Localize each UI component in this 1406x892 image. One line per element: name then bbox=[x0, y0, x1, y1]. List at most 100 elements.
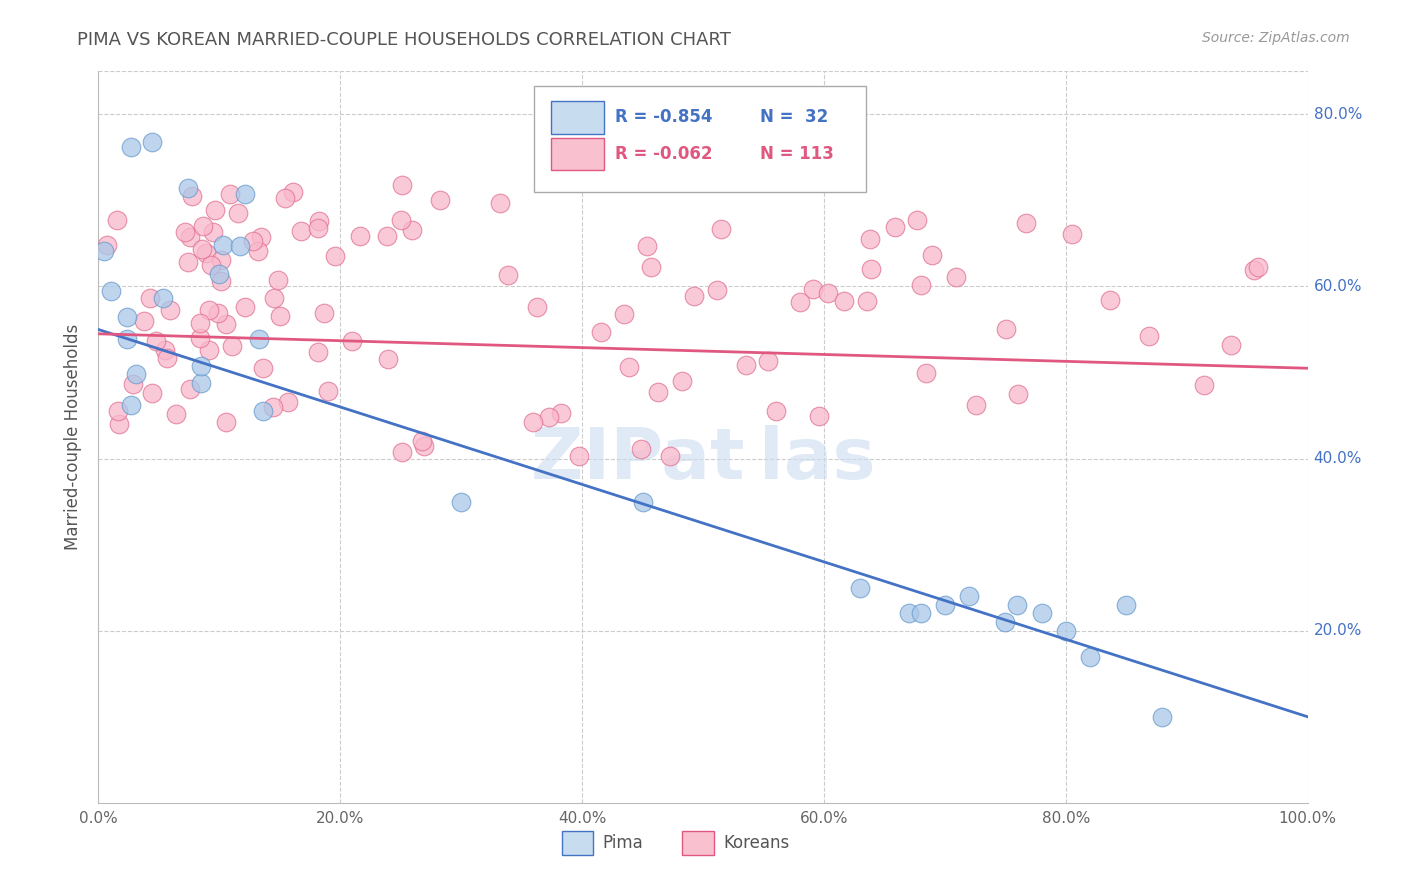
Point bbox=[856, 294, 879, 309]
Text: Koreans: Koreans bbox=[724, 834, 790, 852]
Point bbox=[121, 377, 143, 392]
Point bbox=[235, 187, 257, 202]
Point bbox=[283, 185, 305, 199]
Point bbox=[191, 219, 214, 234]
Point bbox=[200, 259, 222, 273]
Point bbox=[269, 309, 291, 323]
Point bbox=[263, 291, 285, 305]
Point bbox=[204, 203, 226, 218]
Point bbox=[1192, 378, 1215, 392]
Point bbox=[229, 239, 252, 253]
Point bbox=[1137, 329, 1160, 343]
Point bbox=[323, 249, 346, 263]
Point bbox=[179, 229, 201, 244]
Point bbox=[105, 212, 128, 227]
Point bbox=[212, 238, 235, 252]
Point bbox=[141, 135, 163, 149]
Point bbox=[250, 230, 273, 244]
Text: 40.0%: 40.0% bbox=[1313, 451, 1362, 467]
Point bbox=[191, 242, 214, 256]
Text: PIMA VS KOREAN MARRIED-COUPLE HOUSEHOLDS CORRELATION CHART: PIMA VS KOREAN MARRIED-COUPLE HOUSEHOLDS… bbox=[77, 31, 731, 49]
Point bbox=[274, 191, 297, 205]
Point bbox=[659, 449, 682, 463]
Point bbox=[965, 398, 987, 412]
Point bbox=[411, 434, 433, 448]
Point bbox=[1007, 598, 1029, 612]
Point bbox=[252, 403, 274, 417]
Point bbox=[290, 224, 312, 238]
Point bbox=[139, 291, 162, 305]
Text: 60.0%: 60.0% bbox=[1313, 279, 1362, 294]
Point bbox=[1243, 263, 1265, 277]
Point bbox=[489, 196, 512, 211]
FancyBboxPatch shape bbox=[682, 831, 714, 855]
Point bbox=[221, 339, 243, 353]
Point bbox=[613, 307, 636, 321]
Point bbox=[262, 401, 284, 415]
Point bbox=[375, 229, 398, 244]
Point bbox=[188, 331, 211, 345]
Point bbox=[201, 225, 224, 239]
Point bbox=[1247, 260, 1270, 274]
Point bbox=[377, 351, 399, 366]
Point bbox=[1219, 338, 1241, 352]
Point bbox=[647, 385, 669, 400]
Point bbox=[1054, 624, 1077, 638]
Point bbox=[537, 410, 560, 425]
Point bbox=[198, 343, 221, 357]
Point bbox=[817, 285, 839, 300]
Point bbox=[125, 368, 148, 382]
Point bbox=[312, 305, 335, 319]
Point bbox=[277, 395, 299, 409]
Text: R = -0.062: R = -0.062 bbox=[614, 145, 713, 163]
Point bbox=[93, 244, 115, 258]
Point bbox=[765, 404, 787, 418]
Text: Pima: Pima bbox=[603, 834, 644, 852]
Point bbox=[1098, 293, 1121, 307]
Point bbox=[226, 206, 249, 220]
FancyBboxPatch shape bbox=[551, 138, 603, 170]
Point bbox=[401, 223, 423, 237]
Point bbox=[550, 406, 572, 420]
Point bbox=[242, 234, 264, 248]
FancyBboxPatch shape bbox=[534, 86, 866, 192]
Point bbox=[389, 213, 412, 227]
Point bbox=[735, 358, 758, 372]
Point bbox=[756, 353, 779, 368]
Point bbox=[308, 344, 330, 359]
Point bbox=[249, 332, 271, 346]
Point bbox=[849, 581, 872, 595]
Point bbox=[832, 294, 855, 309]
Point bbox=[450, 494, 472, 508]
Point bbox=[267, 272, 290, 286]
Point bbox=[1078, 649, 1101, 664]
Point bbox=[308, 214, 330, 228]
Point bbox=[188, 316, 211, 330]
Point bbox=[215, 317, 238, 331]
Point bbox=[153, 343, 176, 357]
Point bbox=[808, 409, 831, 423]
Point bbox=[957, 589, 980, 603]
Point bbox=[522, 415, 544, 429]
Point bbox=[156, 351, 179, 365]
Text: ZIPat las: ZIPat las bbox=[530, 425, 876, 493]
Point bbox=[215, 416, 238, 430]
Text: N = 113: N = 113 bbox=[759, 145, 834, 163]
Point bbox=[198, 302, 221, 317]
Point bbox=[165, 408, 187, 422]
Point bbox=[1115, 598, 1137, 612]
Point bbox=[174, 225, 197, 239]
Point bbox=[181, 189, 204, 203]
Y-axis label: Married-couple Households: Married-couple Households bbox=[65, 324, 83, 550]
Point bbox=[526, 300, 548, 314]
Point bbox=[801, 282, 824, 296]
Point bbox=[120, 139, 142, 153]
Text: R = -0.854: R = -0.854 bbox=[614, 109, 713, 127]
Point bbox=[96, 238, 118, 252]
Point bbox=[1007, 387, 1029, 401]
Point bbox=[859, 232, 882, 246]
Point bbox=[252, 360, 274, 375]
Point bbox=[631, 494, 654, 508]
Point bbox=[859, 261, 882, 276]
Point bbox=[671, 374, 693, 388]
